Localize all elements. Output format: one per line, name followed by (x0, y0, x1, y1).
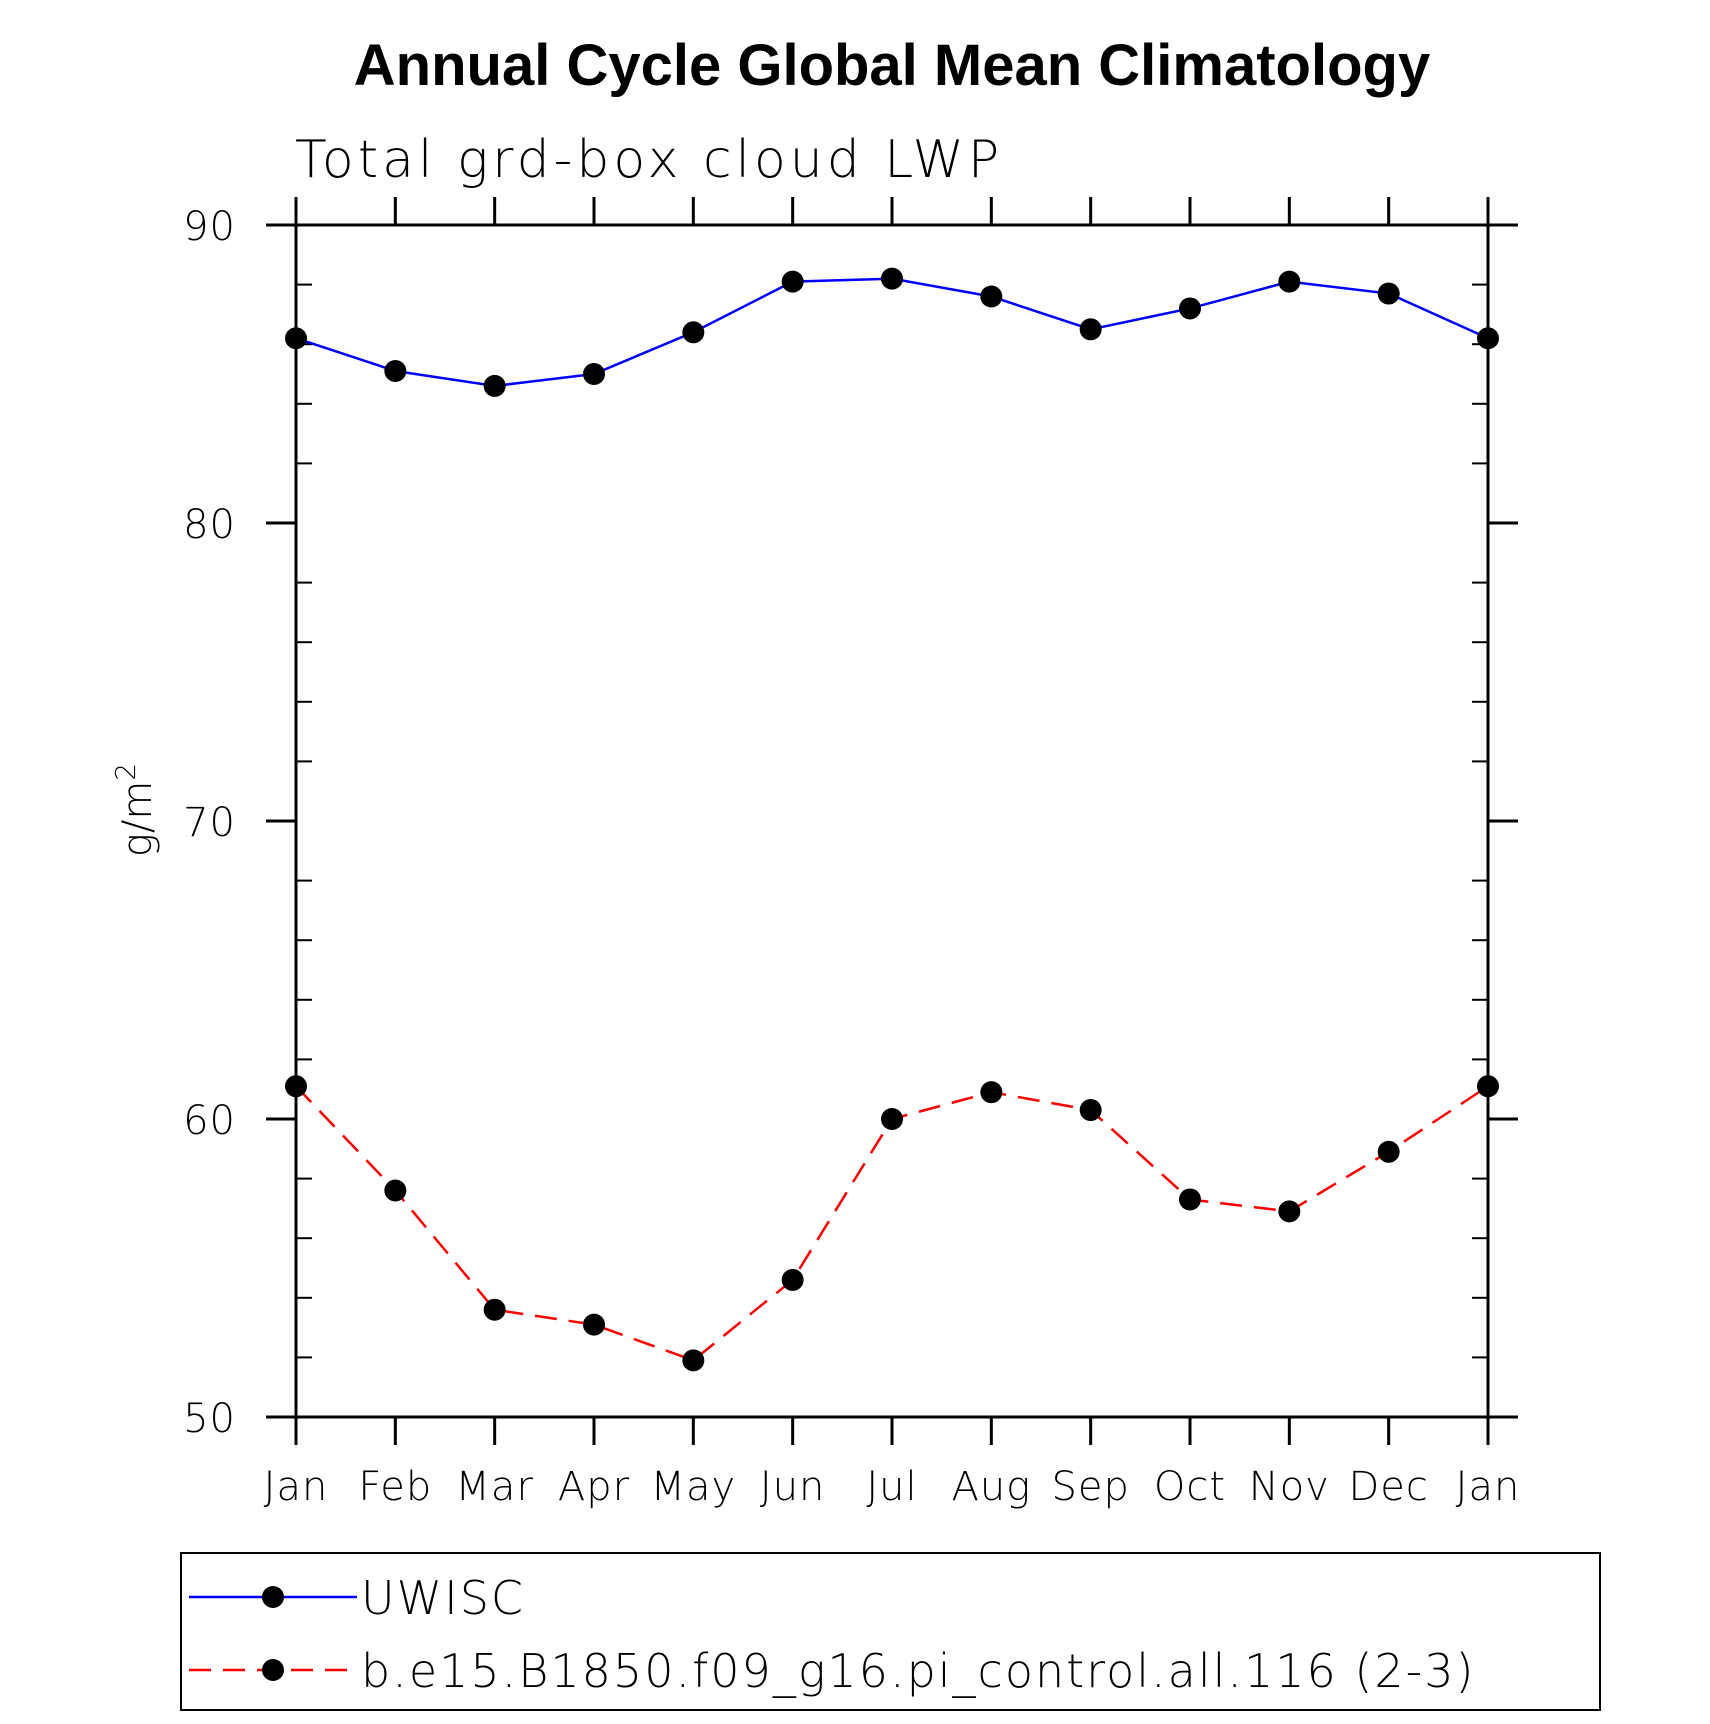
data-point (1278, 1200, 1301, 1223)
series-1 (285, 267, 1499, 397)
data-point (682, 321, 705, 344)
y-tick-label: 80 (183, 502, 236, 548)
chart-title: Annual Cycle Global Mean Climatology (354, 33, 1430, 98)
data-point (583, 363, 605, 385)
y-tick-label: 90 (183, 204, 236, 250)
x-tick-label: Oct (1154, 1464, 1226, 1510)
data-point (1477, 327, 1499, 350)
data-point (1079, 1099, 1102, 1122)
x-tick-label: Jan (1456, 1464, 1521, 1510)
x-tick-label: May (650, 1464, 736, 1510)
x-tick-label: Jun (760, 1464, 826, 1510)
y-axis-label: g/m2 (109, 763, 161, 857)
x-tick-label: Dec (1348, 1464, 1428, 1510)
legend-marker (262, 1586, 284, 1608)
data-point (285, 1075, 307, 1098)
x-tick-label: Sep (1051, 1464, 1129, 1510)
x-tick-label: Mar (455, 1464, 533, 1510)
plot-frame (294, 223, 1490, 1419)
data-point (1179, 1188, 1201, 1211)
data-point (881, 267, 903, 290)
x-tick-label: Jan (264, 1464, 329, 1510)
data-point (1179, 297, 1201, 320)
y-axis-label-exponent: 2 (109, 763, 142, 781)
data-point (1477, 1075, 1499, 1098)
legend-marker (262, 1659, 284, 1681)
data-point (483, 1298, 506, 1321)
y-tick-label: 70 (183, 800, 236, 846)
data-point (285, 327, 307, 350)
legend-box (180, 1552, 1601, 1711)
y-tick-label: 60 (183, 1098, 236, 1144)
data-point (583, 1313, 605, 1336)
data-point (1377, 282, 1400, 305)
data-point (682, 1349, 705, 1372)
legend-label: UWISC (361, 1571, 525, 1625)
data-point (781, 1268, 804, 1291)
series-layer (285, 267, 1499, 1372)
series-line (295, 277, 1489, 388)
x-tick-label: Apr (558, 1464, 630, 1510)
axes: Jan Feb Mar Apr May Jun Jul Aug Sep Oct Nov Dec Jan 5… (183, 197, 1521, 1510)
x-tick-label: Feb (358, 1464, 432, 1510)
data-point (1278, 270, 1301, 293)
chart-subtitle: Total grd-box cloud LWP (295, 130, 1003, 190)
data-point (881, 1108, 903, 1130)
data-point (781, 270, 804, 293)
x-tick-label: Aug (951, 1464, 1031, 1510)
data-point (384, 1179, 407, 1202)
data-point (384, 360, 407, 383)
series-2 (285, 1075, 1499, 1372)
x-tick-label: Nov (1249, 1464, 1330, 1510)
data-point (1079, 318, 1102, 341)
data-point (980, 285, 1003, 308)
legend: UWISC b.e15.B1850.f09_g16.pi_control.all.… (180, 1552, 1601, 1711)
data-point (1377, 1140, 1400, 1163)
data-point (483, 374, 506, 397)
legend-label: b.e15.B1850.f09_g16.pi_control.all.116 (… (361, 1644, 1475, 1698)
y-axis-label-unit: g/m (115, 781, 161, 857)
x-tick-label: Jul (866, 1464, 917, 1510)
y-tick-label: 50 (183, 1396, 236, 1442)
data-point (980, 1081, 1003, 1104)
